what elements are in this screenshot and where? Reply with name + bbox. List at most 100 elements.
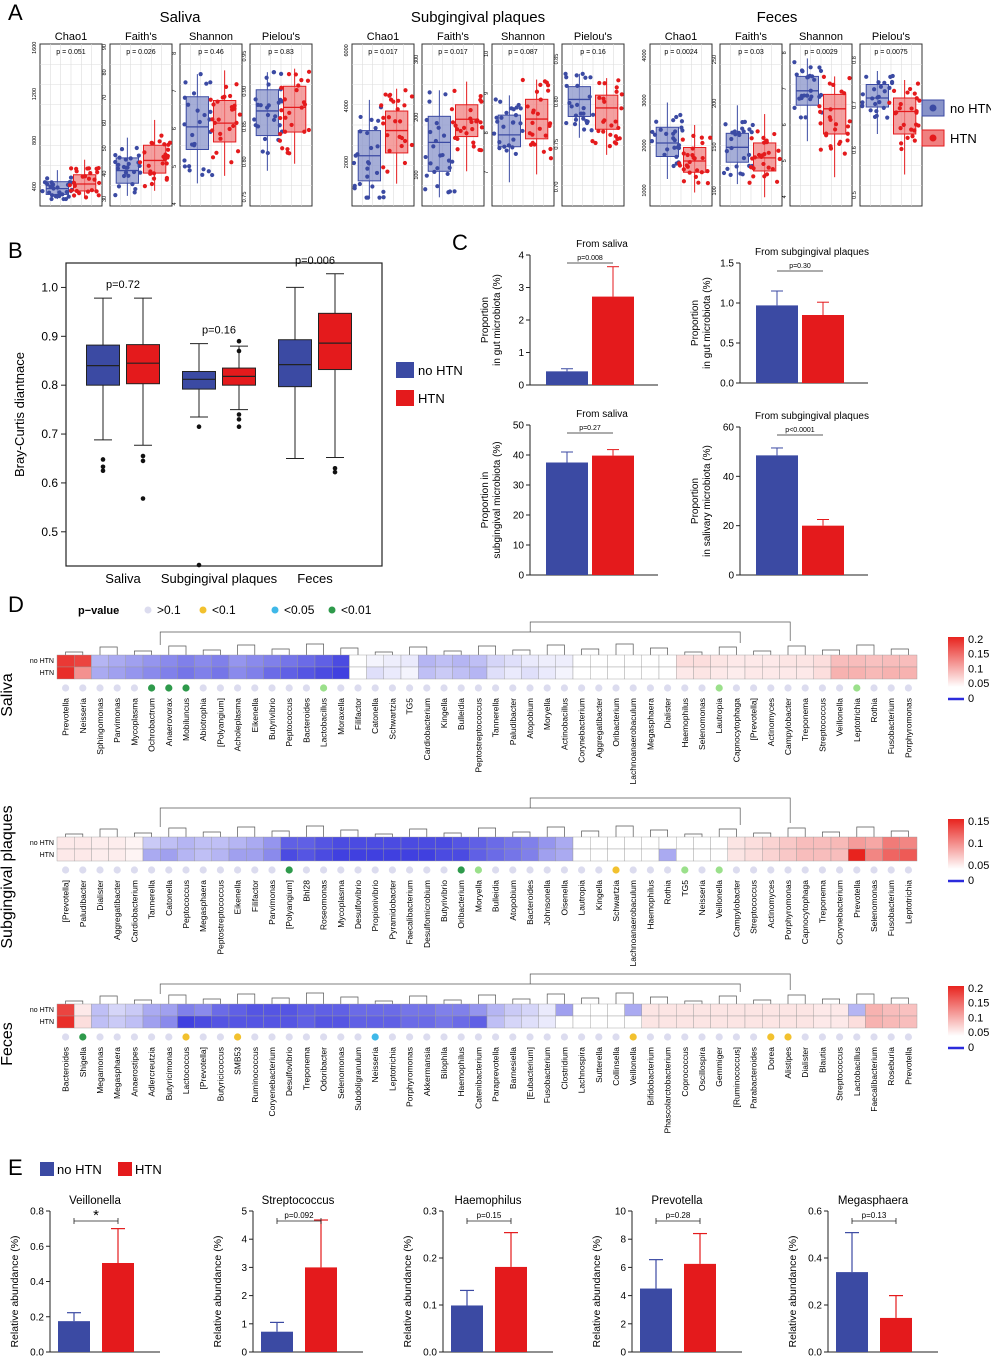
data-point	[700, 155, 705, 161]
pvalue-dot	[354, 866, 362, 874]
data-point	[94, 166, 99, 171]
data-point	[581, 127, 587, 132]
genus-label: Lautropia	[577, 880, 587, 916]
pvalue-dot	[371, 866, 379, 874]
heat-cell	[383, 836, 402, 850]
data-point	[289, 122, 294, 128]
outlier	[100, 457, 106, 462]
data-point	[729, 136, 734, 142]
tick-label: 0.2	[423, 1254, 437, 1265]
heat-cell	[73, 836, 92, 850]
pvalue-dot	[526, 1033, 534, 1041]
panel-label-e: E	[8, 1155, 23, 1180]
data-point	[88, 170, 93, 176]
pvalue-dot	[578, 866, 586, 874]
dendrogram-branch	[202, 998, 221, 1004]
data-point	[755, 129, 760, 134]
data-point	[912, 128, 917, 133]
data-point	[166, 142, 171, 147]
data-point	[237, 112, 242, 117]
pvalue-dot	[354, 1033, 362, 1041]
pvalue-dot	[767, 1033, 775, 1041]
pvalue-dot	[320, 866, 328, 874]
heat-cell	[211, 666, 230, 680]
data-point	[137, 163, 142, 169]
heat-cell	[521, 836, 539, 850]
data-point	[374, 170, 380, 176]
tick-label: 5	[241, 1207, 247, 1218]
data-point	[369, 117, 374, 122]
data-point	[493, 97, 498, 102]
dendrogram-branch	[202, 831, 221, 837]
data-point	[685, 152, 690, 158]
genus-label: Lachnospira	[577, 1047, 587, 1094]
genus-label: Atopobium	[508, 880, 518, 921]
heat-cell	[762, 666, 780, 680]
heat-cell	[830, 836, 849, 850]
data-point	[492, 131, 497, 136]
genus-label: Leptotrichia	[387, 1047, 397, 1091]
data-point	[265, 112, 271, 118]
heat-cell	[366, 654, 385, 668]
pvalue-dot	[79, 1033, 87, 1041]
panel-label-b: B	[8, 238, 23, 263]
heat-cell	[245, 666, 264, 680]
pvalue-dot	[818, 684, 827, 692]
heat-cell	[848, 666, 866, 680]
genus-label: Bulleidia	[491, 880, 501, 912]
data-point	[652, 132, 658, 137]
data-point	[387, 148, 392, 154]
group-title: Saliva	[160, 9, 202, 26]
dendrogram-branch	[374, 833, 393, 837]
bar	[261, 1331, 293, 1352]
pvalue-dot	[165, 866, 173, 874]
outlier	[236, 348, 242, 354]
pvalue-dot	[750, 684, 758, 692]
legend-label: no HTN	[950, 101, 991, 116]
data-point	[358, 114, 363, 120]
data-point	[828, 146, 834, 151]
pvalue-dot	[836, 1033, 844, 1041]
data-point	[548, 146, 553, 152]
genus-label: Butyrivibrio	[439, 880, 449, 922]
data-point	[201, 167, 206, 172]
tick-label: 40	[723, 472, 735, 483]
tick-label: 0.85	[242, 121, 248, 132]
heat-cell	[349, 1003, 367, 1017]
heat-cell	[332, 654, 350, 668]
data-point	[469, 119, 474, 125]
dendrogram-branch	[529, 973, 791, 990]
data-point	[842, 151, 847, 156]
genus-label: Paraprevotella	[491, 1047, 501, 1102]
y-axis-label: in gut microbiota (%)	[702, 277, 713, 369]
p-value: *	[93, 1207, 99, 1224]
pvalue-dot	[646, 684, 655, 692]
dendrogram-branch	[546, 644, 565, 655]
data-point	[721, 170, 727, 176]
bar	[305, 1267, 337, 1352]
heat-cell	[693, 666, 711, 680]
pvalue-dot	[801, 866, 809, 874]
data-point	[694, 168, 700, 173]
data-point	[838, 139, 843, 144]
data-point	[279, 85, 284, 90]
dendrogram-branch	[340, 829, 359, 837]
heat-cell	[56, 1003, 75, 1017]
bar	[756, 305, 798, 383]
genus-label: Odoribacter	[319, 1047, 329, 1092]
metric-title: Pielou's	[262, 31, 301, 43]
pvalue-dot	[681, 1033, 689, 1041]
genus-label: Butyricimonas	[164, 1047, 174, 1100]
heat-cell	[676, 848, 694, 862]
pvalue-dot	[388, 684, 396, 692]
dendrogram-branch	[306, 643, 324, 655]
tick-label: 0.0	[30, 1348, 44, 1357]
data-point	[909, 127, 914, 132]
heat-cell	[882, 1015, 900, 1029]
data-point	[725, 166, 730, 171]
heat-cell	[641, 848, 660, 862]
data-point	[449, 107, 455, 112]
pvalue-dot	[423, 684, 431, 692]
data-point	[95, 170, 100, 175]
data-point	[751, 166, 756, 171]
